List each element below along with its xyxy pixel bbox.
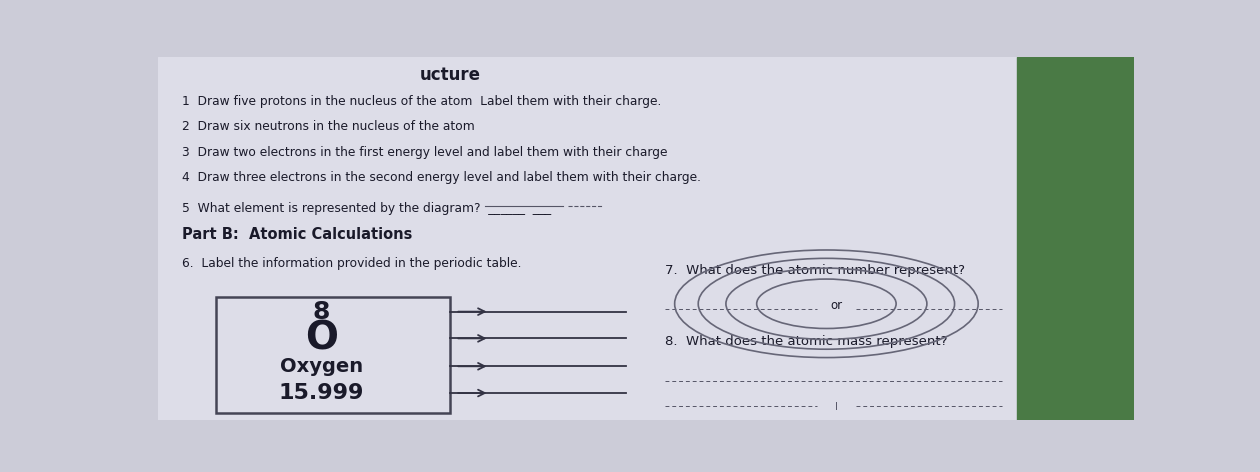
Text: ucture: ucture [420, 66, 481, 84]
Text: Oxygen: Oxygen [280, 357, 363, 376]
Bar [1017, 57, 1134, 420]
Text: 5  What element is represented by the diagram?  ______  ___: 5 What element is represented by the dia… [181, 202, 551, 215]
Text: 7.  What does the atomic number represent?: 7. What does the atomic number represent… [665, 264, 965, 277]
Text: 3  Draw two electrons in the first energy level and label them with their charge: 3 Draw two electrons in the first energy… [181, 146, 668, 159]
Text: 8.  What does the atomic mass represent?: 8. What does the atomic mass represent? [665, 335, 948, 348]
Text: 4  Draw three electrons in the second energy level and label them with their cha: 4 Draw three electrons in the second ene… [181, 171, 701, 184]
Text: O: O [305, 320, 338, 357]
Text: or: or [830, 299, 842, 312]
Text: Part B:  Atomic Calculations: Part B: Atomic Calculations [181, 228, 412, 243]
Bar [217, 296, 451, 413]
Text: 2  Draw six neutrons in the nucleus of the atom: 2 Draw six neutrons in the nucleus of th… [181, 120, 475, 133]
Text: 8: 8 [312, 300, 330, 324]
Text: 1  Draw five protons in the nucleus of the atom  Label them with their charge.: 1 Draw five protons in the nucleus of th… [181, 95, 662, 108]
Text: 6.  Label the information provided in the periodic table.: 6. Label the information provided in the… [181, 257, 522, 270]
Text: 15.999: 15.999 [278, 383, 364, 403]
Bar [158, 57, 1017, 420]
